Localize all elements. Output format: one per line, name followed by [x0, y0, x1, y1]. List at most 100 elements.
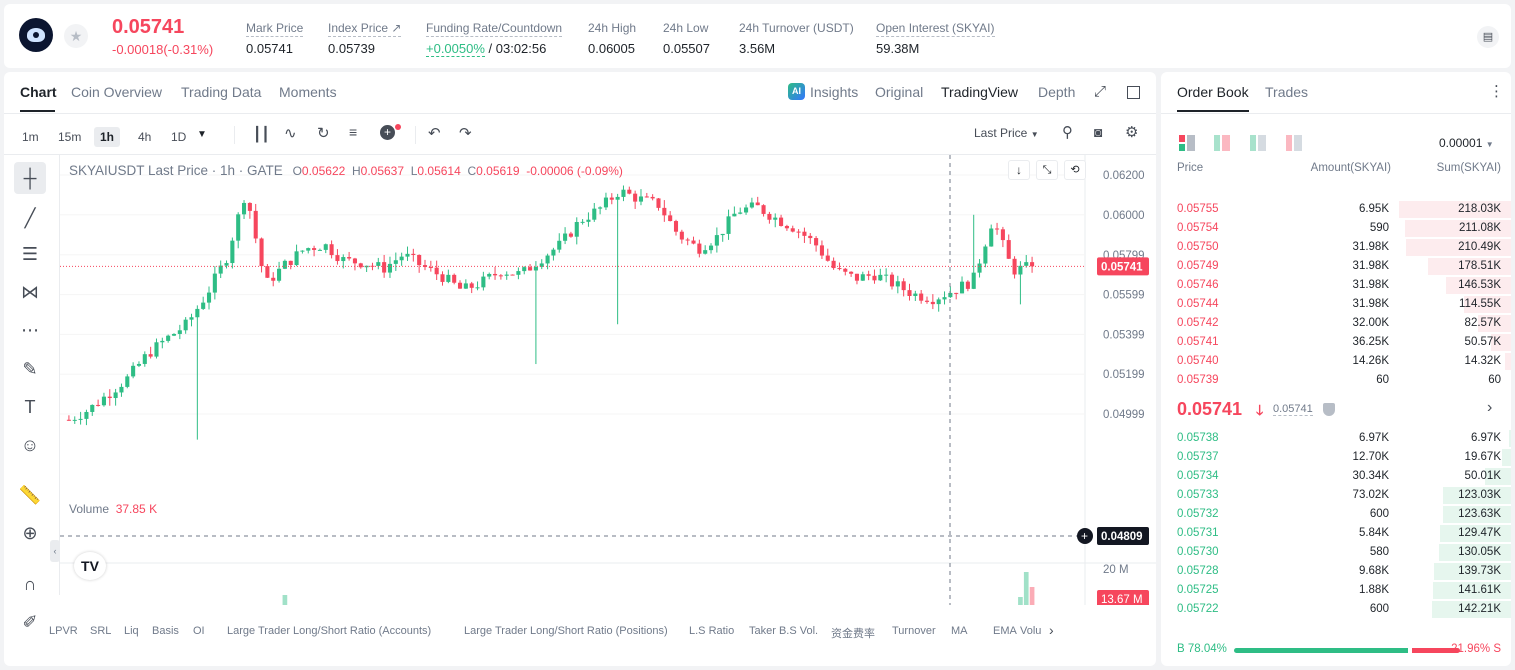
tab-order-book[interactable]: Order Book: [1177, 84, 1249, 100]
indicator-shortcut[interactable]: OI: [193, 625, 205, 637]
magnet-icon[interactable]: ∩: [23, 573, 37, 594]
ask-row[interactable]: 0.05741 36.25K 50.57K: [1161, 333, 1511, 352]
tab-trading-data[interactable]: Trading Data: [181, 84, 262, 100]
tab-depth[interactable]: Depth: [1038, 84, 1076, 100]
view-bids-icon[interactable]: [1250, 135, 1266, 151]
bid-row[interactable]: 0.05722 600 142.21K: [1161, 600, 1511, 619]
ask-row[interactable]: 0.05754 590 211.08K: [1161, 219, 1511, 238]
fib-icon[interactable]: ⋯: [21, 319, 39, 340]
redo-icon[interactable]: ↷: [459, 125, 472, 142]
bid-row[interactable]: 0.05738 6.97K 6.97K: [1161, 429, 1511, 448]
ruler-icon[interactable]: 📏: [18, 484, 42, 505]
ask-row[interactable]: 0.05755 6.95K 218.03K: [1161, 200, 1511, 219]
candle-type-icon[interactable]: ┃┃: [253, 126, 270, 142]
add-alert-icon[interactable]: [1077, 528, 1093, 544]
collapse-toolbar-icon[interactable]: ‹: [50, 540, 60, 562]
trend-line-icon[interactable]: ╱: [24, 207, 36, 228]
indicator-shortcut[interactable]: EMA: [993, 625, 1017, 637]
bid-row[interactable]: 0.05733 73.02K 123.03K: [1161, 486, 1511, 505]
crosshair-icon[interactable]: ┼: [14, 162, 46, 194]
interval-1h[interactable]: 1h: [94, 127, 121, 147]
indicator-shortcut[interactable]: Turnover: [892, 625, 936, 637]
bid-row[interactable]: 0.05731 5.84K 129.47K: [1161, 524, 1511, 543]
indicator-shortcut[interactable]: Taker B.S Vol.: [749, 625, 819, 637]
tab-insights[interactable]: Insights: [810, 84, 859, 100]
interval-1d[interactable]: 1D: [171, 130, 187, 144]
bid-row[interactable]: 0.05732 600 123.63K: [1161, 505, 1511, 524]
indicator-shortcut[interactable]: Large Trader Long/Short Ratio (Accounts): [227, 625, 432, 637]
stat-open-interest[interactable]: Open Interest (SKYAI) 59.38M: [876, 21, 995, 56]
indicator-shortcut[interactable]: Large Trader Long/Short Ratio (Positions…: [464, 625, 668, 637]
bid-row[interactable]: 0.05730 580 130.05K: [1161, 543, 1511, 562]
indicators-next-icon[interactable]: ›: [1049, 622, 1054, 638]
ask-row[interactable]: 0.05749 31.98K 178.51K: [1161, 257, 1511, 276]
undo-icon[interactable]: ↶: [428, 125, 441, 142]
indicator-shortcut[interactable]: Volu: [1020, 625, 1042, 637]
view-asks-icon[interactable]: [1286, 135, 1302, 151]
replay-icon[interactable]: ↻: [317, 125, 330, 142]
tab-tradingview[interactable]: TradingView: [941, 84, 1019, 100]
stat-mark-price[interactable]: Mark Price 0.05741: [246, 21, 304, 56]
favorite-star-icon[interactable]: ★: [64, 24, 88, 48]
brush-icon[interactable]: ✎: [22, 358, 38, 379]
bid-row[interactable]: 0.05737 12.70K 19.67K: [1161, 448, 1511, 467]
price-source-select[interactable]: Last Price ▼: [974, 126, 1039, 140]
bid-row[interactable]: 0.05734 30.34K 50.01K: [1161, 467, 1511, 486]
interval-1m[interactable]: 1m: [22, 130, 39, 144]
bid-row[interactable]: 0.05725 1.88K 141.61K: [1161, 581, 1511, 600]
expand-icon[interactable]: ⤢: [1094, 83, 1107, 100]
precision-select[interactable]: 0.00001 ▼: [1439, 136, 1494, 150]
interval-15m[interactable]: 15m: [58, 130, 82, 144]
horizontal-lines-icon[interactable]: ☰: [21, 243, 39, 264]
text-icon[interactable]: T: [24, 396, 36, 417]
reset-chart-icon[interactable]: ⟲: [1064, 160, 1086, 180]
tab-coin-overview[interactable]: Coin Overview: [71, 84, 163, 100]
tab-original[interactable]: Original: [875, 84, 924, 100]
mid-mark-price[interactable]: 0.05741: [1273, 403, 1313, 416]
view-both-alt-icon[interactable]: [1214, 135, 1230, 151]
indicator-shortcut[interactable]: LPVR: [49, 625, 78, 637]
window-icon[interactable]: [1127, 86, 1140, 99]
ask-row[interactable]: 0.05742 32.00K 82.57K: [1161, 314, 1511, 333]
tab-chart[interactable]: Chart: [20, 84, 57, 100]
ask-row[interactable]: 0.05740 14.26K 14.32K: [1161, 352, 1511, 371]
indicator-shortcut[interactable]: Basis: [152, 625, 179, 637]
camera-icon[interactable]: ◙: [1094, 124, 1103, 140]
coin-logo[interactable]: [19, 18, 53, 52]
tab-trades[interactable]: Trades: [1265, 84, 1309, 100]
interval-4h[interactable]: 4h: [138, 130, 152, 144]
indicator-shortcut[interactable]: L.S Ratio: [689, 625, 735, 637]
view-both-icon[interactable]: [1179, 135, 1195, 151]
indicator-shortcut[interactable]: MA: [951, 625, 968, 637]
candlestick-chart[interactable]: 0.06200 0.06000 0.05799 0.05599 0.05399 0.051…: [60, 155, 1156, 605]
ask-row[interactable]: 0.05746 31.98K 146.53K: [1161, 276, 1511, 295]
ask-row[interactable]: 0.05750 31.98K 210.49K: [1161, 238, 1511, 257]
search-icon[interactable]: ⚲: [1062, 124, 1073, 141]
more-options-icon[interactable]: ⋮: [1489, 83, 1504, 100]
templates-icon[interactable]: ≡: [349, 124, 358, 140]
indicator-shortcut[interactable]: 资金费率: [831, 628, 875, 640]
indicator-shortcut[interactable]: SRL: [90, 625, 112, 637]
zoom-in-icon[interactable]: ⊕: [22, 522, 38, 543]
bid-row[interactable]: 0.05728 9.68K 139.73K: [1161, 562, 1511, 581]
indicator-shortcut[interactable]: Liq: [124, 625, 139, 637]
ask-row[interactable]: 0.05739 60 60: [1161, 371, 1511, 390]
candle-body: [761, 205, 766, 214]
scroll-down-icon[interactable]: ↓: [1008, 160, 1030, 180]
indicators-icon[interactable]: ∿: [284, 125, 297, 142]
stat-funding-rate[interactable]: Funding Rate/Countdown +0.0050% / 03:02:5…: [426, 21, 563, 57]
tab-moments[interactable]: Moments: [279, 84, 337, 100]
add-indicator-icon[interactable]: +: [380, 125, 395, 140]
mid-price[interactable]: 0.05741: [1177, 399, 1243, 419]
ask-row[interactable]: 0.05744 31.98K 114.55K: [1161, 295, 1511, 314]
draw-pencil-icon[interactable]: ✐: [22, 611, 38, 632]
ai-insights-icon[interactable]: AI: [788, 83, 805, 100]
interval-dropdown-icon[interactable]: ▼: [197, 129, 207, 140]
pattern-icon[interactable]: ⋈: [21, 281, 39, 302]
stat-index-price[interactable]: Index Price ↗ 0.05739: [328, 21, 402, 56]
emoji-icon[interactable]: ☺: [20, 434, 40, 455]
chevron-right-icon[interactable]: ›: [1487, 399, 1493, 416]
collapse-icon[interactable]: ⤡: [1036, 160, 1058, 180]
book-icon[interactable]: ▤: [1477, 26, 1499, 48]
gear-icon[interactable]: ⚙: [1125, 124, 1139, 141]
